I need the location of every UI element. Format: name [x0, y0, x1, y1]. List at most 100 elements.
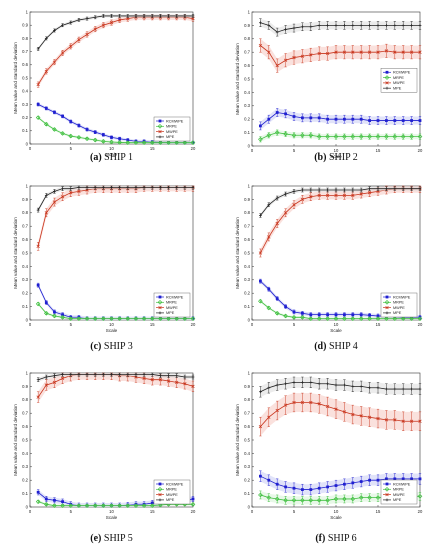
mrpe-point — [258, 492, 263, 498]
mpe-point — [385, 24, 388, 27]
mpe-point — [118, 372, 122, 376]
legend-label: RCMWPE — [166, 482, 184, 486]
mwpe-point — [158, 305, 162, 310]
mrpe-point — [52, 127, 57, 132]
legend-label: MRPE — [166, 125, 177, 129]
mrpe-point — [384, 75, 390, 80]
mwpe-point — [309, 400, 313, 405]
mpe-point — [101, 185, 105, 189]
y-axis-label: Mean value and standard deviation — [13, 217, 18, 289]
mrpe-point — [300, 497, 305, 503]
y-tick-label: 0.9 — [22, 197, 28, 202]
legend-label: MWPE — [166, 130, 178, 134]
rcmwpe-point — [326, 313, 329, 317]
x-axis-label: Scale — [106, 152, 118, 157]
mrpe-point — [258, 298, 263, 304]
y-tick-label: 1 — [248, 9, 251, 14]
mrpe-point — [117, 140, 122, 145]
x-axis-label: Scale — [330, 328, 342, 333]
mrpe-point — [417, 316, 423, 321]
mwpe-point — [342, 50, 347, 54]
rcmwpe-point — [309, 313, 313, 317]
caption-title: SHIP 1 — [104, 152, 133, 163]
rcmwpe-point — [376, 314, 380, 318]
mrpe-point — [109, 316, 114, 321]
mpe-point — [118, 185, 122, 189]
error-band — [38, 302, 194, 320]
mwpe-point — [367, 415, 372, 419]
y-tick-label: 0.7 — [22, 49, 28, 54]
rcmwpe-point — [385, 295, 389, 299]
rcmwpe-point — [326, 117, 329, 121]
y-axis-label: Mean value and standard deviation — [235, 404, 240, 476]
rcmwpe-point — [69, 120, 73, 123]
mwpe-point — [334, 407, 338, 411]
mrpe-point — [109, 139, 114, 145]
mrpe-point — [417, 134, 423, 139]
rcmwpe-point — [343, 117, 346, 121]
y-tick-label: 0.5 — [22, 75, 28, 80]
y-tick-label: 0 — [248, 143, 251, 148]
error-band — [260, 393, 420, 436]
mwpe-point — [418, 50, 422, 54]
mrpe-point — [308, 316, 314, 321]
y-tick-label: 0.1 — [22, 491, 28, 496]
x-tick-label: 20 — [191, 509, 196, 514]
mpe-point — [101, 14, 105, 18]
mpe-point — [351, 385, 355, 388]
mpe-point — [309, 188, 313, 192]
y-tick-label: 0.4 — [244, 264, 250, 269]
mpe-point — [385, 187, 388, 191]
mpe-point — [158, 311, 162, 315]
y-tick-label: 0.5 — [244, 76, 250, 81]
mpe-point — [85, 185, 89, 189]
x-tick-label: 15 — [150, 146, 155, 151]
mrpe-point — [274, 130, 280, 135]
x-tick-label: 5 — [70, 509, 73, 514]
mrpe-point — [157, 123, 163, 129]
mpe-point — [53, 29, 56, 32]
rcmwpe-point — [376, 478, 380, 482]
mpe-point — [393, 24, 397, 27]
mrpe-point — [350, 134, 356, 139]
rcmwpe-point — [284, 485, 287, 489]
mwpe-point — [401, 419, 405, 423]
mwpe-point — [351, 193, 355, 198]
mpe-point — [292, 26, 296, 30]
mwpe-point — [258, 424, 263, 429]
mrpe-point — [35, 499, 41, 504]
y-tick-label: 0.2 — [22, 115, 28, 120]
mrpe-point — [60, 503, 65, 508]
mwpe-point — [158, 129, 162, 134]
rcmwpe-point — [110, 136, 113, 139]
mrpe-point — [52, 503, 57, 508]
mpe-point — [142, 14, 146, 18]
mrpe-point — [149, 140, 155, 145]
y-tick-label: 1 — [26, 370, 29, 375]
mpe-point — [167, 374, 170, 378]
mwpe-point — [401, 50, 405, 54]
legend-label: MRPE — [393, 301, 404, 305]
mwpe-point — [150, 378, 154, 382]
mwpe-point — [44, 69, 48, 74]
mwpe-point — [334, 50, 338, 54]
caption-title: SHIP 2 — [329, 152, 358, 163]
mwpe-point — [267, 50, 271, 54]
mwpe-point — [52, 380, 57, 385]
mpe-point — [110, 185, 113, 189]
mwpe-point — [384, 418, 389, 422]
mwpe-point — [292, 55, 296, 60]
y-tick-label: 0.5 — [244, 437, 250, 442]
y-tick-label: 0.6 — [22, 237, 28, 242]
mpe-point — [69, 21, 73, 24]
legend-label: MRPE — [166, 301, 177, 305]
mwpe-point — [60, 376, 65, 381]
x-axis-label: Scale — [330, 154, 342, 159]
legend-label: MWPE — [393, 493, 405, 497]
mrpe-point — [409, 316, 414, 321]
mpe-point — [376, 24, 380, 27]
x-tick-label: 10 — [109, 509, 114, 514]
mpe-point — [61, 23, 64, 27]
rcmwpe-point — [359, 117, 363, 121]
mwpe-point — [292, 400, 296, 405]
